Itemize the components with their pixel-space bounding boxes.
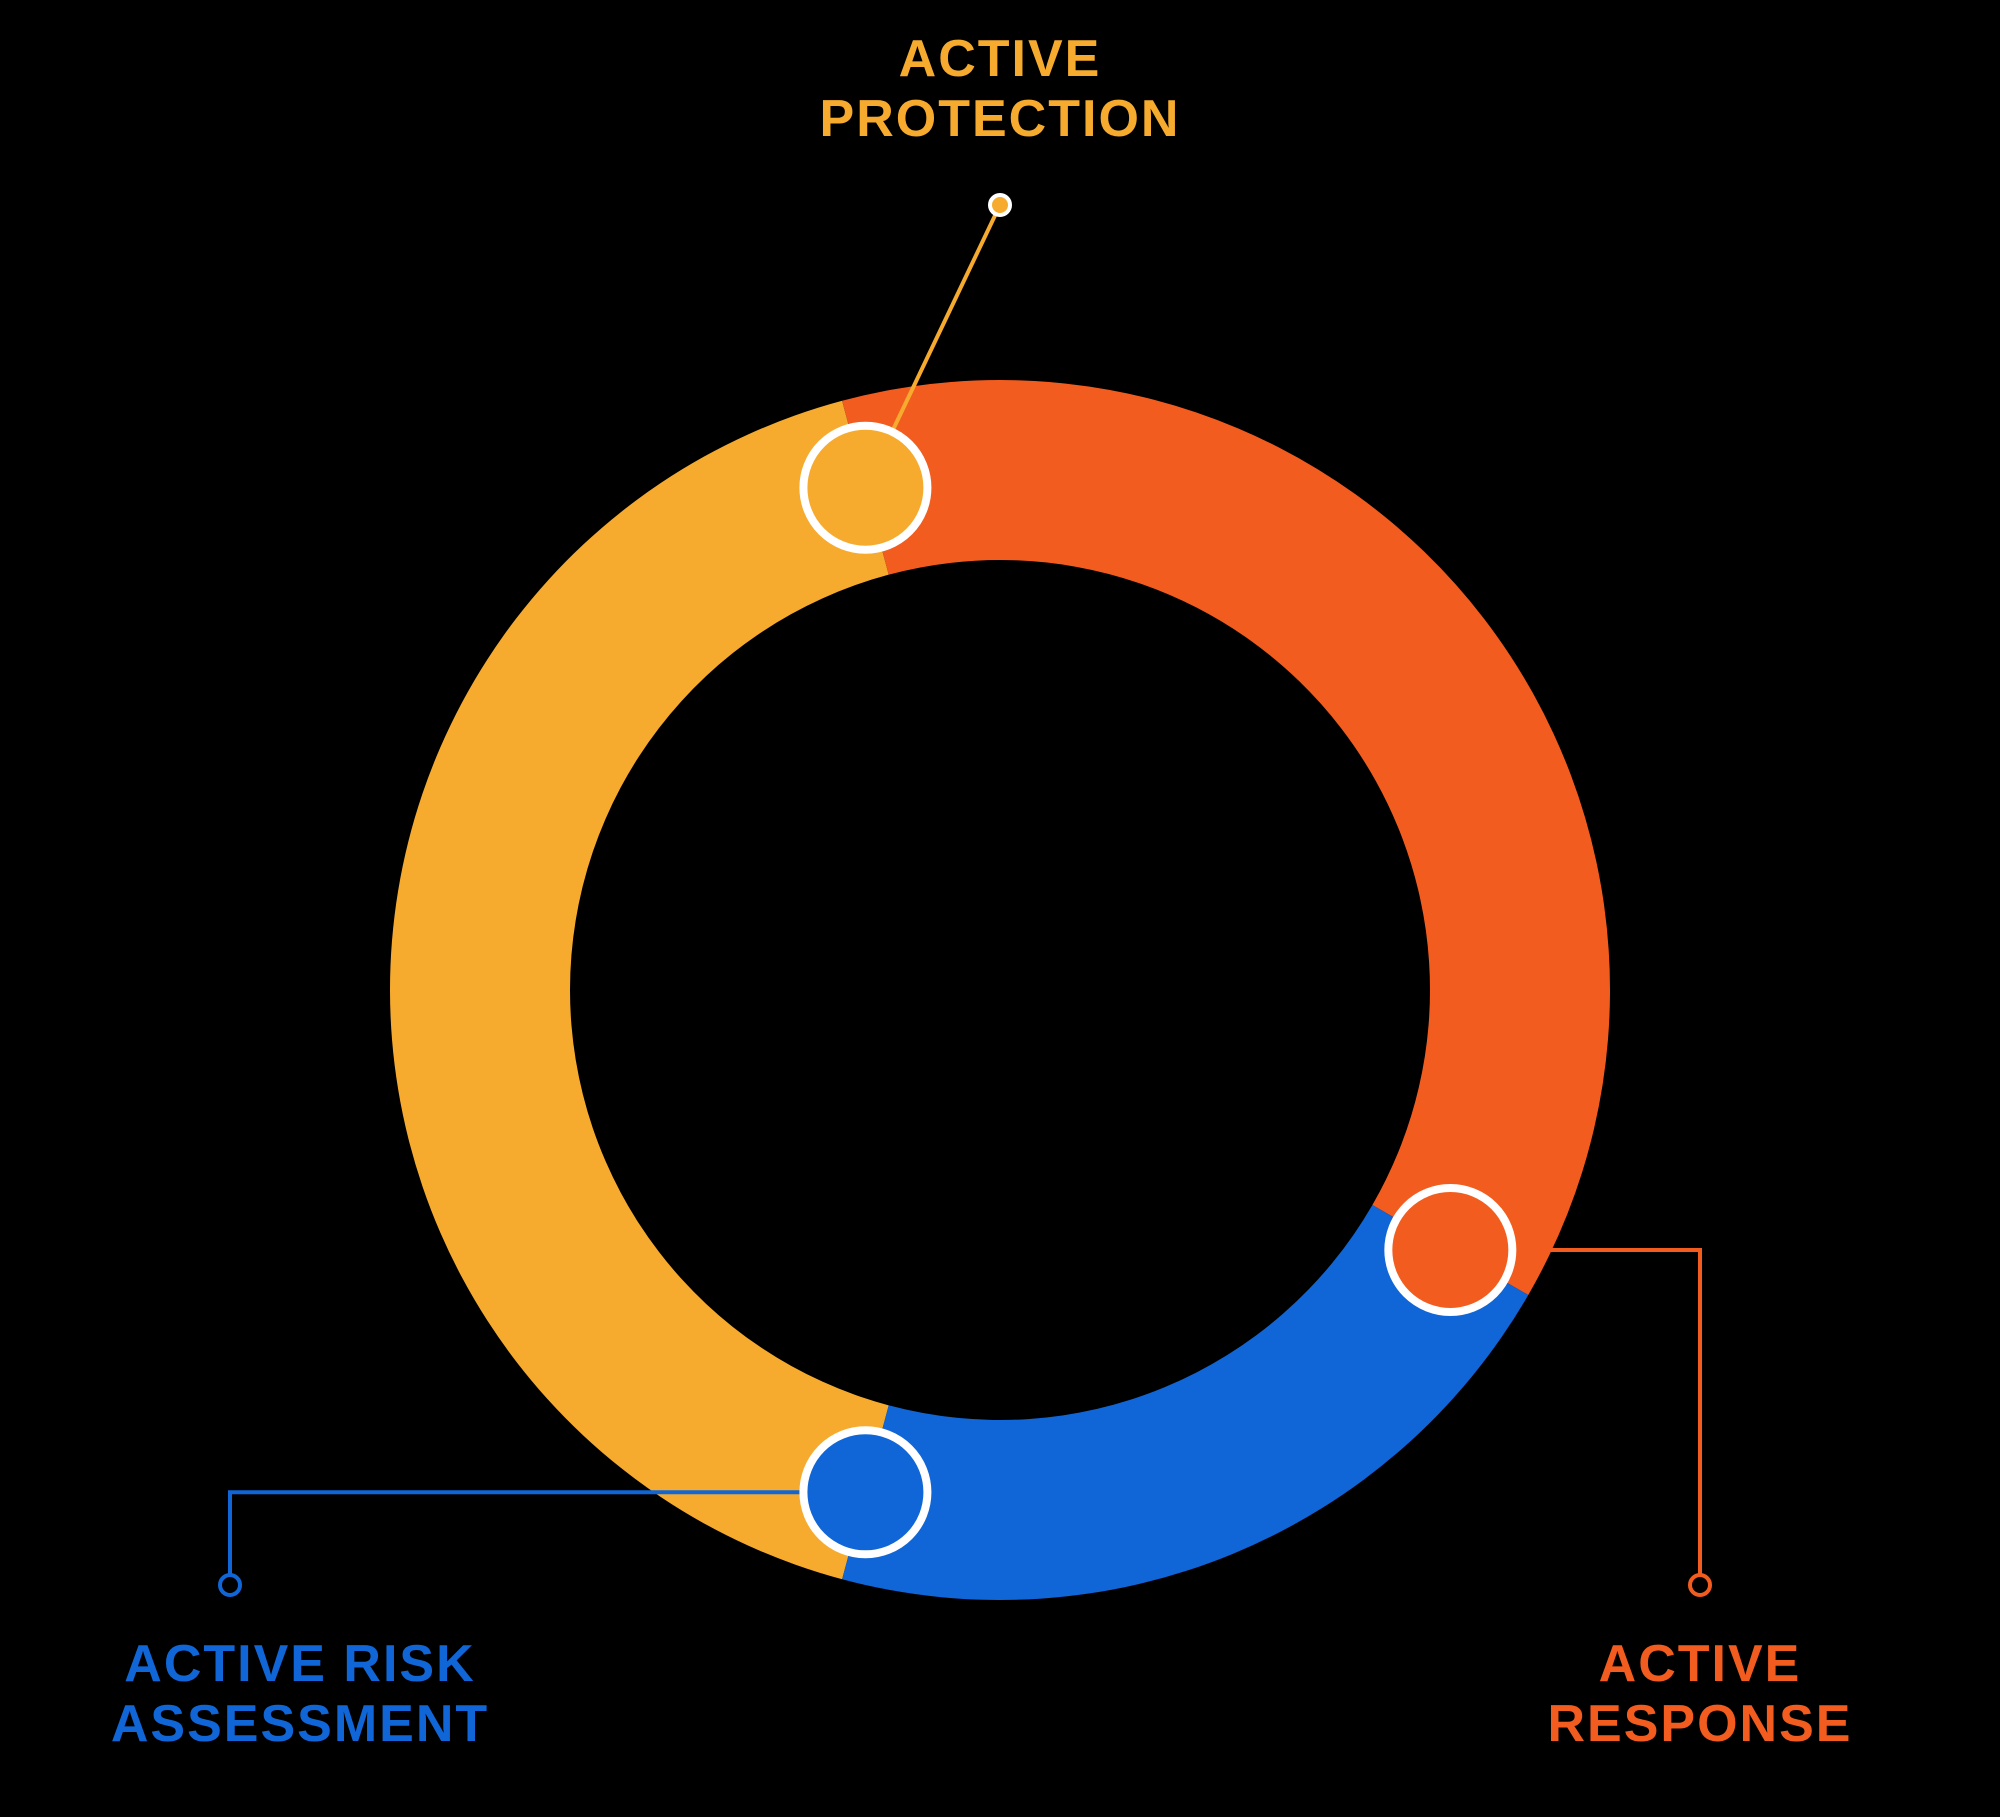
ring-segment-protection — [390, 401, 889, 1579]
label-active-risk-assessment: ACTIVE RISK ASSESSMENT — [111, 1635, 489, 1755]
ring-node-response — [1388, 1188, 1512, 1312]
ring-diagram — [0, 0, 2000, 1817]
ring-node-risk — [803, 1430, 927, 1554]
ring-segment-response — [842, 380, 1610, 1295]
diagram-stage: ACTIVE PROTECTION ACTIVE RESPONSE ACTIVE… — [0, 0, 2000, 1817]
label-active-response: ACTIVE RESPONSE — [1548, 1635, 1853, 1755]
callout-end-dot-risk — [220, 1575, 240, 1595]
ring-node-protection — [803, 426, 927, 550]
label-active-protection: ACTIVE PROTECTION — [820, 30, 1181, 150]
callout-end-dot-response — [1690, 1575, 1710, 1595]
callout-end-dot-protection — [990, 195, 1010, 215]
